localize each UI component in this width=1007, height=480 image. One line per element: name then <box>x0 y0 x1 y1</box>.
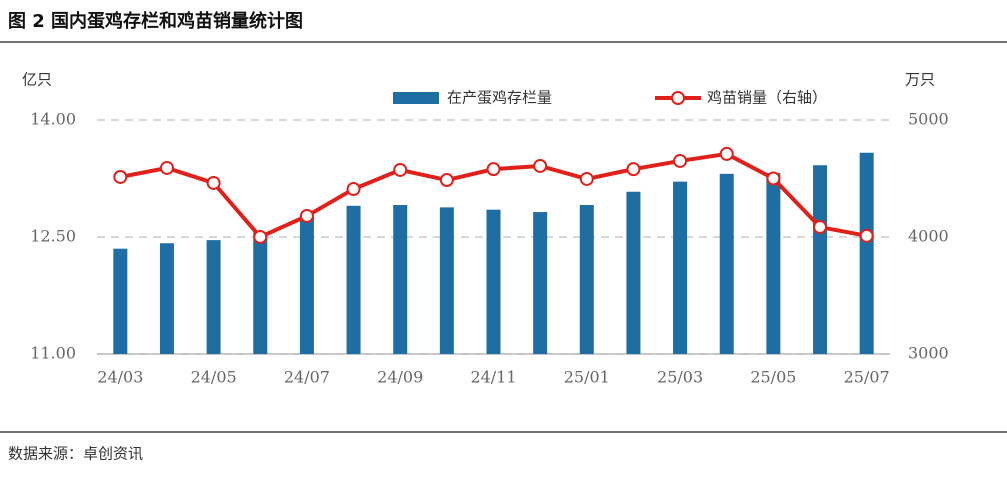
x-tick-label: 25/03 <box>657 368 703 387</box>
bar <box>673 181 688 354</box>
bar <box>533 212 548 354</box>
legend-swatch <box>671 91 685 105</box>
bar <box>439 207 454 354</box>
line-marker <box>206 175 221 190</box>
line-marker <box>113 169 128 184</box>
bar <box>579 205 594 354</box>
bar <box>393 205 408 354</box>
line-marker <box>486 162 501 177</box>
bar <box>299 215 314 354</box>
bar <box>859 152 874 354</box>
bar <box>206 240 221 354</box>
bar <box>346 205 361 354</box>
line-marker <box>533 158 548 173</box>
line-marker <box>813 220 828 235</box>
y-tick-label: 14.00 <box>30 110 76 129</box>
legend-swatch <box>393 92 439 104</box>
bar <box>253 232 268 354</box>
line-marker <box>299 208 314 223</box>
x-tick-label: 24/03 <box>97 368 143 387</box>
y2-tick-label: 3000 <box>908 344 949 363</box>
line-marker <box>673 153 688 168</box>
line-marker <box>159 160 174 175</box>
bar <box>626 191 641 354</box>
x-tick-label: 25/01 <box>564 368 610 387</box>
x-tick-label: 25/07 <box>844 368 890 387</box>
bar <box>766 173 781 354</box>
bar <box>719 173 734 354</box>
bar <box>486 209 501 354</box>
line-marker <box>346 182 361 197</box>
line-marker <box>579 171 594 186</box>
line-marker <box>766 171 781 186</box>
chart-title: 图 2 国内蛋鸡存栏和鸡苗销量统计图 <box>8 10 303 32</box>
legend-label: 在产蛋鸡存栏量 <box>447 89 552 107</box>
y2-unit: 万只 <box>905 71 935 89</box>
bar <box>813 165 828 354</box>
x-tick-label: 24/05 <box>191 368 237 387</box>
line-marker <box>859 228 874 243</box>
legend-label: 鸡苗销量（右轴） <box>707 89 827 107</box>
source: 数据来源：卓创资讯 <box>8 445 143 463</box>
line-marker <box>393 162 408 177</box>
x-tick-label: 24/09 <box>377 368 423 387</box>
y2-tick-label: 4000 <box>908 227 949 246</box>
x-tick-label: 25/05 <box>750 368 796 387</box>
x-tick-label: 24/07 <box>284 368 330 387</box>
line-marker <box>253 230 268 244</box>
y-tick-label: 12.50 <box>30 227 76 246</box>
line-marker <box>626 162 641 177</box>
bar <box>159 243 174 354</box>
y-tick-label: 11.00 <box>30 344 76 363</box>
line-marker <box>719 146 734 161</box>
x-tick-label: 24/11 <box>470 368 516 387</box>
y2-tick-label: 5000 <box>908 110 949 129</box>
bar <box>113 248 128 354</box>
y-unit: 亿只 <box>22 71 52 89</box>
line-marker <box>439 173 454 188</box>
